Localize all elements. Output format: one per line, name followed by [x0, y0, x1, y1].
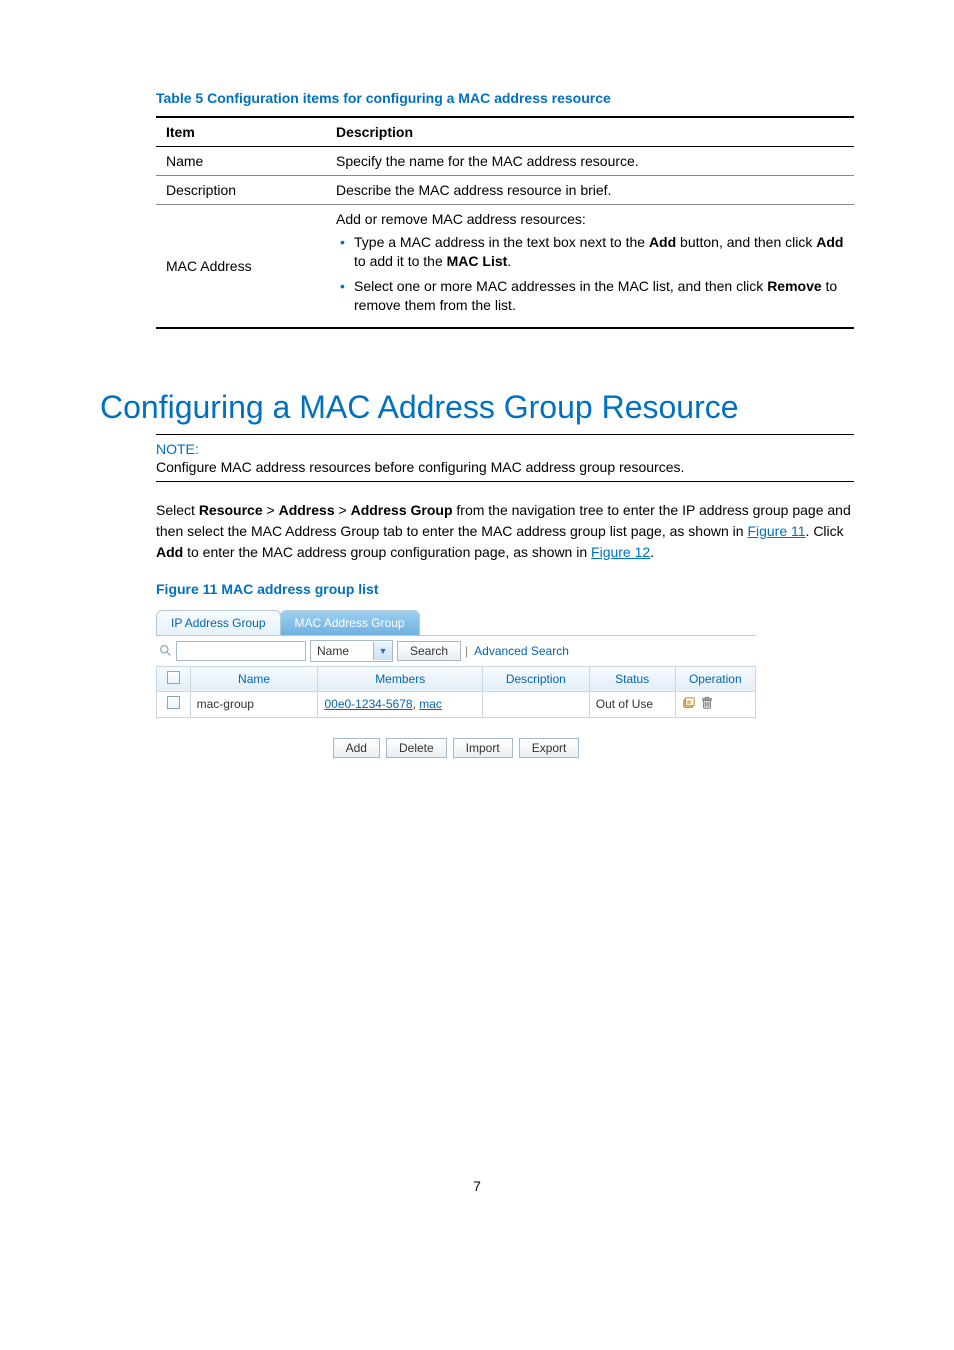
text: >: [335, 502, 351, 518]
table5-title: Table 5 Configuration items for configur…: [156, 90, 854, 106]
cell-description: [482, 691, 589, 717]
import-button[interactable]: Import: [453, 738, 513, 758]
search-field-select[interactable]: Name ▼: [310, 640, 393, 662]
text: Select: [156, 502, 199, 518]
section-heading: Configuring a MAC Address Group Resource: [100, 389, 854, 426]
mac-group-grid: Name Members Description Status Operatio…: [156, 666, 756, 718]
text: to add it to the: [354, 253, 447, 269]
bold-text: MAC List: [447, 253, 508, 269]
search-button[interactable]: Search: [397, 641, 461, 661]
mac-bullet-1: Type a MAC address in the text box next …: [336, 233, 844, 271]
bold-text: Add: [816, 234, 843, 250]
add-button[interactable]: Add: [333, 738, 380, 758]
figure-11-title: Figure 11 MAC address group list: [156, 581, 854, 597]
th-item: Item: [156, 117, 326, 147]
figure-11-link[interactable]: Figure 11: [747, 523, 805, 539]
table-row: MAC Address Add or remove MAC address re…: [156, 205, 854, 328]
grid-row: mac-group 00e0-1234-5678, mac Out of Use: [157, 691, 756, 717]
cell-desc: Specify the name for the MAC address res…: [326, 147, 854, 176]
bold-text: Address Group: [351, 502, 453, 518]
text: .: [650, 544, 654, 560]
table-row: Name Specify the name for the MAC addres…: [156, 147, 854, 176]
text: .: [507, 253, 511, 269]
export-button[interactable]: Export: [519, 738, 580, 758]
cell-desc: Describe the MAC address resource in bri…: [326, 176, 854, 205]
member-link-2[interactable]: mac: [419, 697, 442, 711]
member-link-1[interactable]: 00e0-1234-5678: [324, 697, 412, 711]
advanced-search-link[interactable]: Advanced Search: [474, 644, 569, 658]
tab-ip-address-group[interactable]: IP Address Group: [156, 610, 281, 635]
cell-operation: [675, 691, 755, 717]
bold-text: Add: [649, 234, 676, 250]
cell-item: Name: [156, 147, 326, 176]
text: to enter the MAC address group configura…: [183, 544, 591, 560]
text: Type a MAC address in the text box next …: [354, 234, 649, 250]
bold-text: Address: [279, 502, 335, 518]
mac-address-group-ui: IP Address Group MAC Address Group Name …: [156, 607, 756, 758]
action-button-row: Add Delete Import Export: [156, 738, 756, 758]
table-row: Description Describe the MAC address res…: [156, 176, 854, 205]
col-members[interactable]: Members: [318, 666, 482, 691]
search-row: Name ▼ Search | Advanced Search: [156, 635, 756, 666]
text: button, and then click: [676, 234, 816, 250]
note-label: NOTE:: [156, 435, 854, 459]
note-body: Configure MAC address resources before c…: [156, 459, 854, 482]
body-paragraph: Select Resource > Address > Address Grou…: [156, 500, 854, 563]
edit-icon[interactable]: [682, 696, 696, 713]
delete-button[interactable]: Delete: [386, 738, 447, 758]
cell-desc: Add or remove MAC address resources: Typ…: [326, 205, 854, 328]
text: >: [263, 502, 279, 518]
col-status[interactable]: Status: [589, 666, 675, 691]
cell-name: mac-group: [190, 691, 318, 717]
cell-members: 00e0-1234-5678, mac: [318, 691, 482, 717]
col-operation[interactable]: Operation: [675, 666, 755, 691]
bold-text: Add: [156, 544, 183, 560]
figure-12-link[interactable]: Figure 12: [591, 544, 650, 560]
tab-bar: IP Address Group MAC Address Group: [156, 607, 756, 635]
page-number: 7: [100, 1178, 854, 1194]
chevron-down-icon: ▼: [373, 642, 392, 660]
select-all-checkbox[interactable]: [167, 671, 180, 684]
delete-icon[interactable]: [700, 696, 714, 713]
row-checkbox[interactable]: [167, 696, 180, 709]
cell-status: Out of Use: [589, 691, 675, 717]
col-description[interactable]: Description: [482, 666, 589, 691]
col-name[interactable]: Name: [190, 666, 318, 691]
th-desc: Description: [326, 117, 854, 147]
cell-item: MAC Address: [156, 205, 326, 328]
tab-mac-address-group[interactable]: MAC Address Group: [280, 610, 420, 635]
select-label: Name: [311, 644, 373, 658]
bold-text: Remove: [767, 278, 821, 294]
text: Select one or more MAC addresses in the …: [354, 278, 767, 294]
mac-intro: Add or remove MAC address resources:: [336, 211, 844, 227]
search-input[interactable]: [176, 641, 306, 661]
search-icon: [158, 644, 172, 658]
bold-text: Resource: [199, 502, 263, 518]
table5: Item Description Name Specify the name f…: [156, 116, 854, 329]
cell-item: Description: [156, 176, 326, 205]
mac-bullet-2: Select one or more MAC addresses in the …: [336, 277, 844, 315]
text: . Click: [806, 523, 844, 539]
